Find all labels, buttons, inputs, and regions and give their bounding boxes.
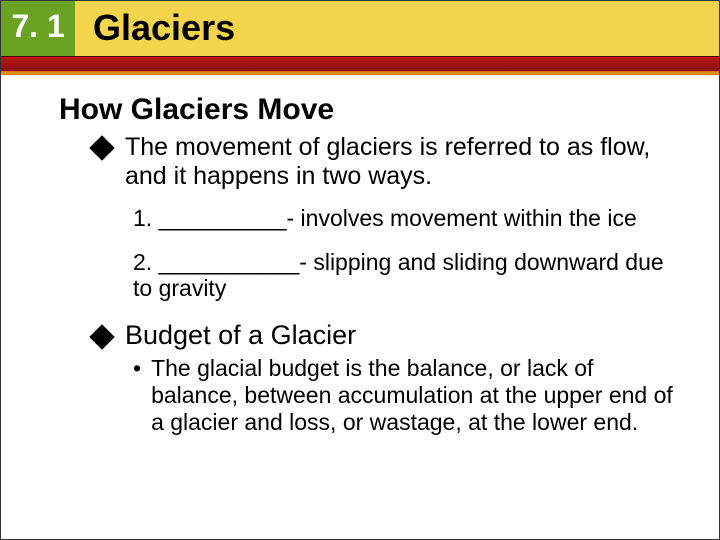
bullet-main-2: Budget of a Glacier <box>93 320 683 351</box>
detail-text: The glacial budget is the balance, or la… <box>151 355 673 436</box>
slide-header: 7. 1 Glaciers <box>1 1 719 75</box>
slide-content: How Glaciers Move The movement of glacie… <box>59 93 683 436</box>
header-red-bar <box>1 56 719 72</box>
section-number: 7. 1 <box>11 8 64 45</box>
slide-title: Glaciers <box>93 7 235 49</box>
diamond-bullet-icon <box>89 324 114 349</box>
numbered-item-1: 1. __________- involves movement within … <box>133 205 673 231</box>
section-number-box: 7. 1 <box>1 1 75 56</box>
bullet-dot-icon: • <box>133 355 141 382</box>
header-orange-line <box>1 72 719 75</box>
content-heading-2: Budget of a Glacier <box>125 320 356 351</box>
detail-bullet: • The glacial budget is the balance, or … <box>133 355 673 436</box>
numbered-item-2: 2. ___________- slipping and sliding dow… <box>133 249 673 302</box>
bullet-main-1-text: The movement of glaciers is referred to … <box>125 133 683 191</box>
content-heading: How Glaciers Move <box>59 93 683 127</box>
bullet-main-1: The movement of glaciers is referred to … <box>93 133 683 191</box>
slide: 7. 1 Glaciers How Glaciers Move The move… <box>0 0 720 540</box>
diamond-bullet-icon <box>89 135 114 160</box>
